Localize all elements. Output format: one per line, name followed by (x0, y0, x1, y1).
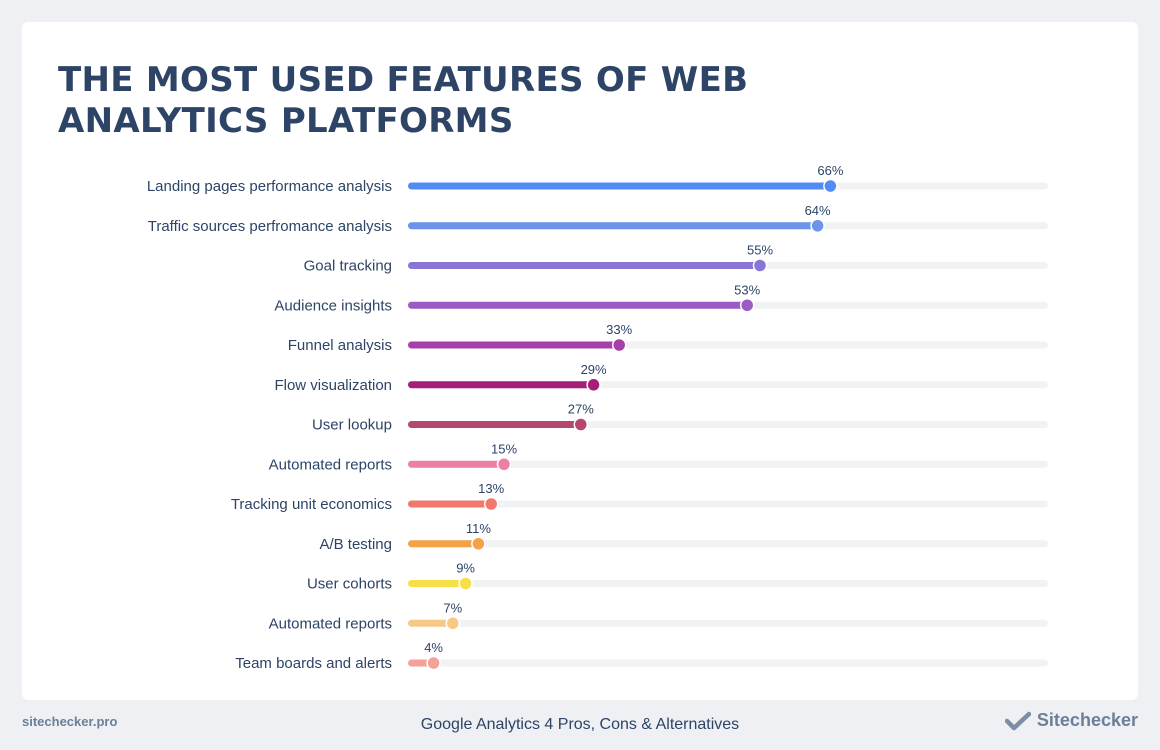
chart-title-line-2: ANALYTICS PLATFORMS (58, 101, 514, 141)
value-label: 27% (568, 402, 594, 417)
bar-track (408, 659, 1048, 667)
check-icon (1004, 711, 1031, 731)
bar (408, 182, 831, 190)
value-label: 9% (456, 561, 475, 576)
value-label: 7% (443, 600, 462, 615)
category-label: Landing pages performance analysis (147, 178, 392, 195)
value-label: 64% (805, 203, 831, 218)
footer-brand-name: Sitechecker (1036, 710, 1138, 730)
footer-brand: Sitechecker (1004, 710, 1138, 731)
bar-track (408, 540, 1048, 548)
category-label: Goal tracking (304, 258, 392, 275)
category-label: Automated reports (269, 615, 392, 632)
bar-end-point (586, 377, 601, 392)
chart-title: THE MOST USED FEATURES OF WEB ANALYTICS … (58, 60, 778, 142)
bar (408, 421, 581, 428)
category-label: Funnel analysis (288, 337, 392, 354)
bar-track (408, 580, 1048, 587)
bar-end-point (611, 337, 627, 353)
footer-site: sitechecker.pro (22, 714, 118, 729)
value-label: 13% (478, 481, 504, 496)
bar-end-point (426, 655, 441, 671)
category-label: Automated reports (269, 456, 392, 473)
value-label: 15% (491, 441, 517, 456)
footer-caption: Google Analytics 4 Pros, Cons & Alternat… (420, 716, 740, 733)
category-label: User lookup (312, 417, 392, 434)
value-label: 33% (606, 322, 632, 337)
bar-track (408, 500, 1048, 508)
category-label: Tracking unit economics (231, 496, 392, 513)
bar-end-point (458, 576, 473, 591)
bar-track (408, 460, 1048, 468)
value-label: 66% (817, 163, 843, 178)
value-label: 53% (734, 282, 760, 297)
bar-end-point (739, 298, 755, 313)
bar-end-point (483, 496, 499, 512)
bar-end-point (471, 536, 486, 551)
value-label: 29% (581, 362, 607, 377)
bar (408, 460, 504, 468)
bar-end-point (823, 178, 838, 194)
bar (408, 341, 620, 349)
value-label: 55% (747, 243, 773, 258)
bar-end-point (445, 616, 461, 631)
bar-end-point (496, 457, 512, 472)
value-label: 4% (424, 640, 443, 655)
bar (408, 222, 818, 230)
category-label: Traffic sources perfromance analysis (148, 218, 392, 235)
bar (408, 500, 492, 508)
category-label: A/B testing (319, 536, 392, 553)
bar-end-point (752, 258, 768, 273)
category-label: Flow visualization (274, 377, 392, 394)
category-label: User cohorts (307, 576, 392, 593)
bar (408, 381, 594, 389)
bar (408, 301, 748, 309)
category-label: Audience insights (274, 297, 392, 314)
bar (408, 580, 466, 587)
bar (408, 619, 453, 627)
category-label: Team boards and alerts (235, 655, 392, 672)
bar-track (408, 619, 1048, 627)
bar-end-point (810, 218, 825, 233)
bar (408, 540, 479, 548)
value-label: 11% (466, 521, 491, 536)
chart-title-line-1: THE MOST USED FEATURES OF WEB (58, 60, 749, 100)
bar-end-point (573, 417, 589, 432)
bar (408, 262, 760, 269)
